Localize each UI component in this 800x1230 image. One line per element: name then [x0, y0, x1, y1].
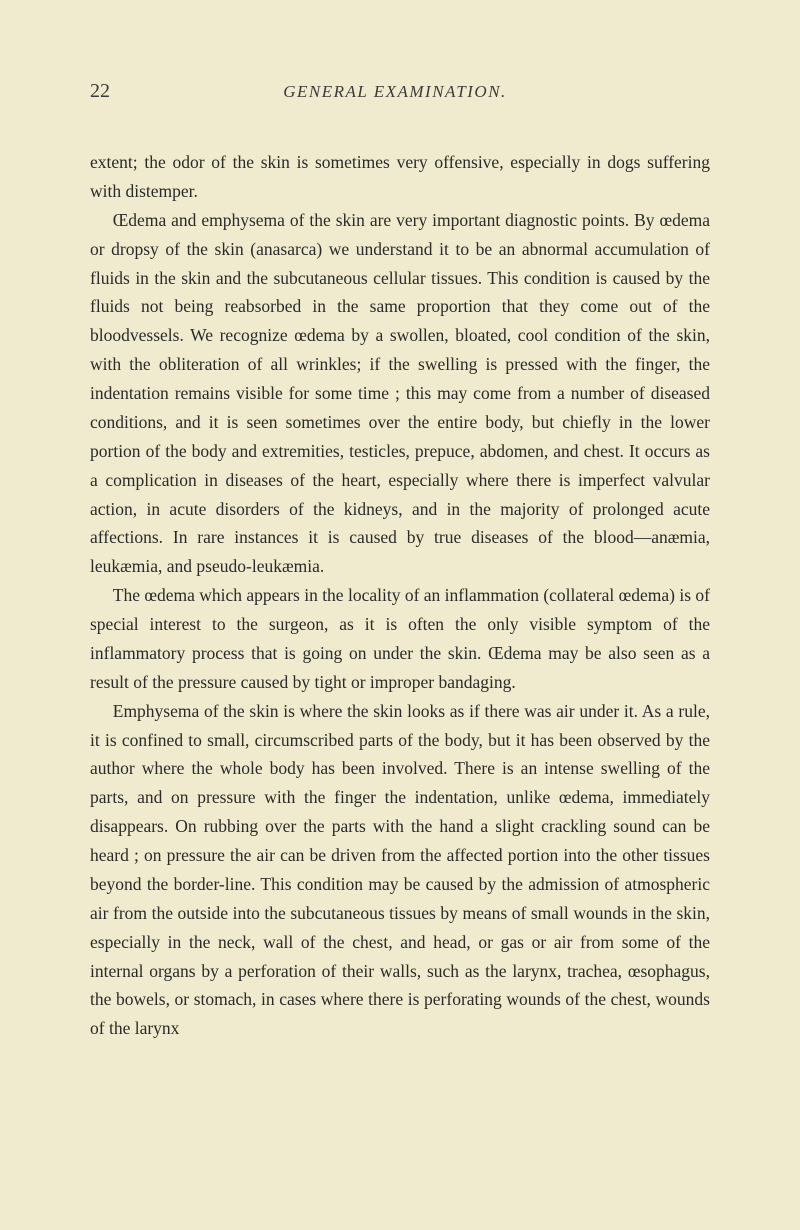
body-text: extent; the odor of the skin is sometime… [90, 148, 710, 1043]
paragraph-3: The œdema which appears in the locality … [90, 581, 710, 697]
paragraph-1: extent; the odor of the skin is sometime… [90, 148, 710, 206]
running-title: GENERAL EXAMINATION. [110, 82, 680, 102]
paragraph-4: Emphysema of the skin is where the skin … [90, 697, 710, 1044]
page-header: 22 GENERAL EXAMINATION. [90, 80, 710, 103]
page-number: 22 [90, 80, 110, 103]
paragraph-2: Œdema and emphysema of the skin are very… [90, 206, 710, 581]
